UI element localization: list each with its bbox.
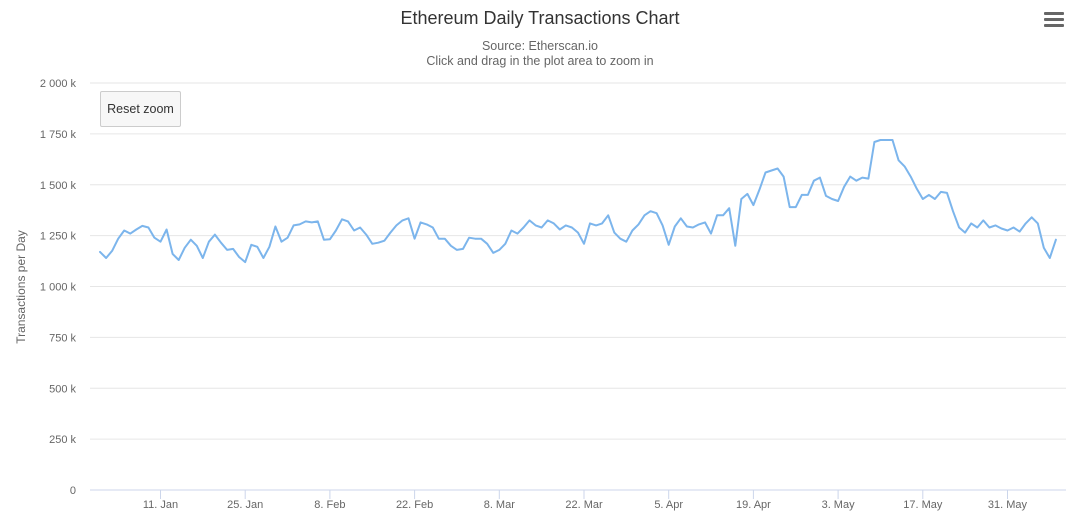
- x-tick-label: 22. Feb: [396, 499, 433, 511]
- menu-bar: [1044, 24, 1064, 27]
- y-tick-label: 0: [70, 485, 76, 497]
- x-tick-label: 31. May: [988, 499, 1028, 511]
- y-tick-label: 500 k: [49, 383, 76, 395]
- x-tick-label: 17. May: [903, 499, 943, 511]
- x-tick-label: 5. Apr: [654, 499, 683, 511]
- x-tick-label: 22. Mar: [565, 499, 603, 511]
- chart-subtitle-hint: Click and drag in the plot area to zoom …: [426, 54, 654, 68]
- hamburger-menu-icon[interactable]: [1044, 12, 1064, 30]
- x-tick-label: 8. Feb: [314, 499, 345, 511]
- reset-zoom-button[interactable]: Reset zoom: [100, 91, 181, 127]
- x-tick-label: 25. Jan: [227, 499, 263, 511]
- x-tick-label: 3. May: [822, 499, 856, 511]
- menu-bar: [1044, 18, 1064, 21]
- y-tick-label: 250 k: [49, 434, 76, 446]
- y-tick-label: 2 000 k: [40, 78, 77, 90]
- chart-subtitle-source: Source: Etherscan.io: [481, 39, 599, 53]
- chart-title: Ethereum Daily Transactions Chart: [400, 8, 680, 28]
- y-tick-label: 1 500 k: [40, 180, 77, 192]
- x-tick-label: 11. Jan: [143, 499, 178, 511]
- x-tick-label: 19. Apr: [736, 499, 771, 511]
- y-tick-label: 750 k: [49, 332, 76, 344]
- y-tick-label: 1 750 k: [40, 129, 77, 141]
- series-line[interactable]: [99, 139, 1057, 264]
- menu-bar: [1044, 12, 1064, 15]
- y-tick-label: 1 000 k: [40, 282, 77, 294]
- y-tick-label: 1 250 k: [40, 231, 77, 243]
- x-tick-label: 8. Mar: [484, 499, 516, 511]
